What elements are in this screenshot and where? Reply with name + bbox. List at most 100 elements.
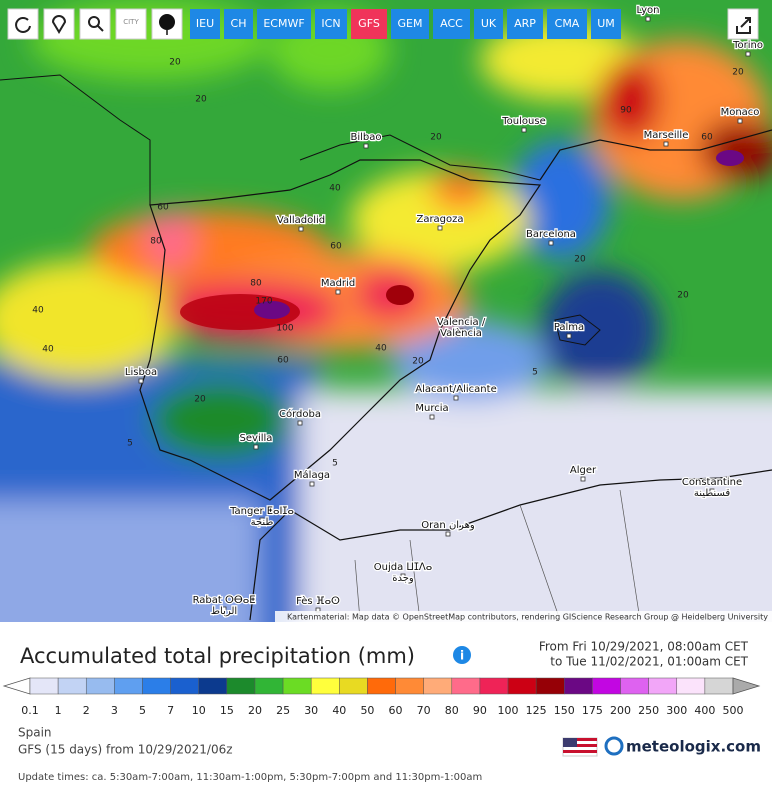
city-label: Monaco <box>721 107 760 118</box>
model-button[interactable] <box>315 9 347 39</box>
legend-swatch <box>676 677 706 695</box>
city-label: Lyon <box>636 5 659 16</box>
city-label: Marseille <box>644 130 689 141</box>
legend-swatch <box>704 677 734 695</box>
legend-label: 70 <box>417 704 431 717</box>
legend-swatch <box>620 677 649 695</box>
contour-label: 20 <box>195 95 207 105</box>
flag <box>562 737 598 757</box>
city-label: وجدة <box>392 573 414 584</box>
from-date: From Fri 10/29/2021, 08:00am CET <box>539 640 749 654</box>
city-dot <box>663 141 669 147</box>
city-dot <box>437 225 443 231</box>
city-dot <box>429 414 435 420</box>
model-label: CMA <box>555 17 580 30</box>
contour-label: 20 <box>169 58 181 68</box>
legend-label: 15 <box>220 704 234 717</box>
refresh-button[interactable] <box>7 8 39 40</box>
legend-label: 50 <box>360 704 374 717</box>
contour-label: 40 <box>375 344 387 354</box>
contour-label: 20 <box>574 255 586 265</box>
contour-label: 60 <box>330 242 342 252</box>
legend-swatch <box>310 677 340 695</box>
legend-label: 30 <box>304 704 318 717</box>
legend-label: 125 <box>526 704 547 717</box>
city-label: Zaragoza <box>416 214 463 225</box>
model-label: ARP <box>514 17 536 30</box>
contour-label: 20 <box>412 357 424 367</box>
city-dot <box>548 240 554 246</box>
contour-label: 80 <box>250 279 262 289</box>
model-button[interactable] <box>190 9 220 39</box>
legend-label: 10 <box>192 704 206 717</box>
city-dot <box>521 127 527 133</box>
model-button[interactable] <box>433 9 470 39</box>
legend-label: 250 <box>638 704 659 717</box>
legend-swatch <box>85 677 115 695</box>
city-label: طنجة <box>251 517 274 528</box>
city-label: Córdoba <box>279 408 321 420</box>
city-dot <box>458 328 464 334</box>
model-button[interactable] <box>474 9 503 39</box>
legend-swatch <box>226 677 256 695</box>
legend-swatch <box>535 677 565 695</box>
city-dot <box>259 517 265 523</box>
legend-swatch <box>451 677 481 695</box>
city-dot <box>400 573 406 579</box>
legend-label: 300 <box>666 704 687 717</box>
model-button[interactable] <box>257 9 311 39</box>
contour-label: 40 <box>32 306 44 316</box>
city-label: Lisboa <box>125 367 157 378</box>
legend-label: 3 <box>111 704 118 717</box>
region: Spain <box>18 726 52 740</box>
contour-label: 40 <box>42 345 54 355</box>
model-button[interactable] <box>351 9 387 39</box>
city-icon-label: CITY <box>123 18 139 26</box>
contour-label: 60 <box>701 133 713 143</box>
toolbar: CITY IEU CH ECMWF ICN GFS GEM ACC UK ARP CMA UM <box>7 8 759 40</box>
to-date: to Tue 11/02/2021, 01:00am CET <box>550 655 748 669</box>
legend-swatch <box>564 677 593 695</box>
city-dot <box>298 226 304 232</box>
legend-swatch <box>592 677 621 695</box>
legend-label: 175 <box>582 704 603 717</box>
model-label: UK <box>481 17 497 30</box>
city-dot <box>309 481 315 487</box>
logo-icon <box>604 736 624 756</box>
legend-label: 5 <box>139 704 146 717</box>
location-button[interactable] <box>43 8 75 40</box>
zoom-button[interactable] <box>79 8 111 40</box>
contour-label: 40 <box>329 184 341 194</box>
model-button[interactable] <box>224 9 253 39</box>
city-label: Madrid <box>321 278 355 289</box>
model-button[interactable] <box>591 9 621 39</box>
update-times: Update times: ca. 5:30am-7:00am, 11:30am… <box>18 772 482 783</box>
city-button[interactable] <box>115 8 147 40</box>
legend-label: 60 <box>389 704 403 717</box>
city-label: Murcia <box>415 403 448 414</box>
model-button[interactable] <box>391 9 429 39</box>
model-button[interactable] <box>507 9 543 39</box>
legend-swatch <box>479 677 509 695</box>
model-label: ACC <box>440 17 463 30</box>
legend-label: 150 <box>554 704 575 717</box>
model-button[interactable] <box>547 9 587 39</box>
legend-arrow-left <box>2 677 31 695</box>
legend-swatch <box>282 677 312 695</box>
legend-label: 7 <box>167 704 174 717</box>
model-label: ECMWF <box>263 17 304 30</box>
legend-label: 500 <box>723 704 744 717</box>
legend-swatch <box>170 677 199 695</box>
legend-swatch <box>57 677 87 695</box>
info-icon[interactable] <box>453 646 471 664</box>
model-run: GFS (15 days) from 10/29/2021/06z <box>18 743 233 757</box>
contour-label: 80 <box>150 237 162 247</box>
logo[interactable]: meteologix.com <box>626 738 761 756</box>
city-label: Málaga <box>294 469 330 481</box>
city-label: Bilbao <box>350 132 381 143</box>
legend-swatch <box>198 677 228 695</box>
legend-label: 40 <box>332 704 346 717</box>
legend-label: 80 <box>445 704 459 717</box>
contour-label: 100 <box>276 324 293 334</box>
